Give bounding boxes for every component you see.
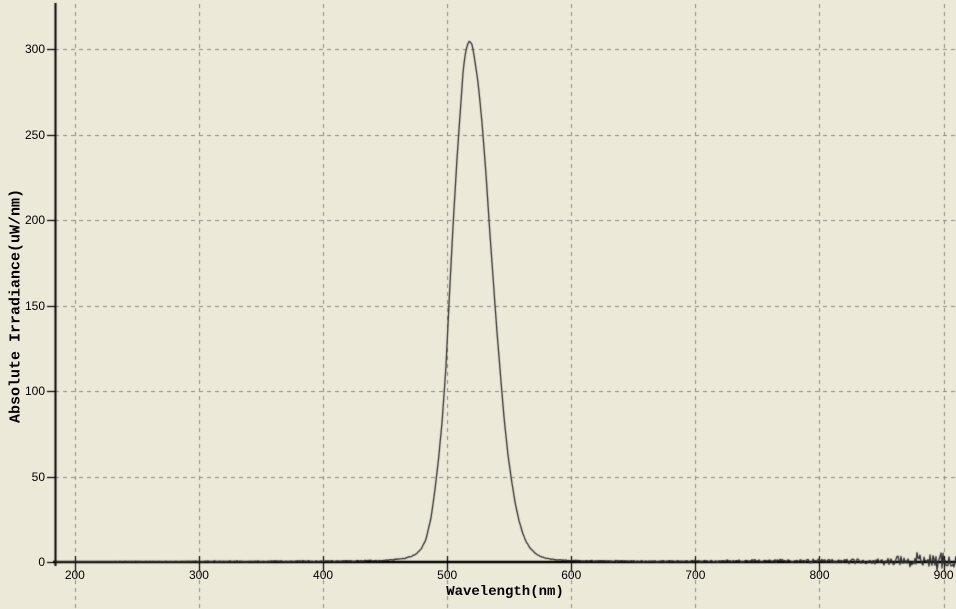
x-tick-label: 900: [933, 568, 954, 582]
y-tick-label: 100: [24, 384, 45, 399]
x-axis-title: Wavelength(nm): [446, 584, 564, 600]
y-tick-label: 0: [38, 555, 45, 569]
x-tick-label: 600: [561, 568, 582, 582]
x-tick-label: 800: [809, 568, 830, 582]
y-tick-label: 250: [24, 127, 45, 142]
y-tick-label: 50: [31, 469, 45, 484]
x-tick-label: 700: [685, 568, 706, 582]
y-tick-label: 300: [24, 42, 45, 57]
x-tick-label: 300: [188, 568, 209, 582]
y-tick-label: 200: [24, 213, 45, 228]
x-tick-label: 500: [437, 568, 458, 582]
x-tick-label: 200: [64, 568, 85, 582]
x-tick-label: 400: [313, 568, 334, 582]
y-tick-label: 150: [24, 298, 45, 313]
y-axis-title: Absolute Irradiance(uW/nm): [7, 188, 25, 424]
